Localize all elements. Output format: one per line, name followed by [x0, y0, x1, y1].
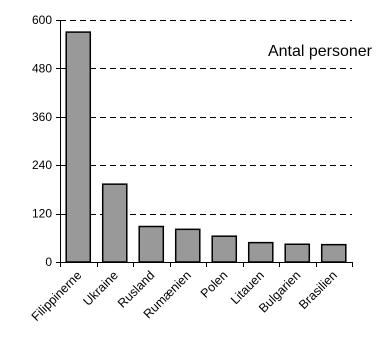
bar-ukraine — [101, 183, 128, 263]
y-tick-label: 240 — [32, 158, 52, 172]
x-tick-label: Polen — [198, 268, 231, 301]
bar-litauen — [247, 241, 274, 263]
x-tick-label: Ukraine — [81, 268, 121, 308]
y-tick-label: 600 — [32, 13, 52, 27]
annotation-background — [236, 38, 378, 62]
y-tick-label: 360 — [32, 110, 52, 124]
x-tick-label: Filippinerne — [29, 268, 85, 324]
x-tick-label: Brasilien — [296, 268, 340, 312]
gridlines — [60, 20, 352, 215]
y-tick-labels: 0 120 240 360 480 600 — [32, 13, 52, 269]
bars — [65, 31, 347, 263]
bar-rumænien — [174, 228, 201, 263]
bar-brasilien — [320, 243, 347, 263]
bar-filippinerne — [65, 31, 92, 263]
annotation-label: Antal personer — [268, 43, 373, 60]
bar-bulgarien — [284, 243, 311, 263]
axes — [56, 20, 353, 267]
bar-rusland — [138, 225, 165, 263]
y-tick-label: 480 — [32, 61, 52, 75]
y-tick-label: 0 — [45, 255, 52, 269]
bar-polen — [211, 235, 238, 263]
y-tick-label: 120 — [32, 207, 52, 221]
